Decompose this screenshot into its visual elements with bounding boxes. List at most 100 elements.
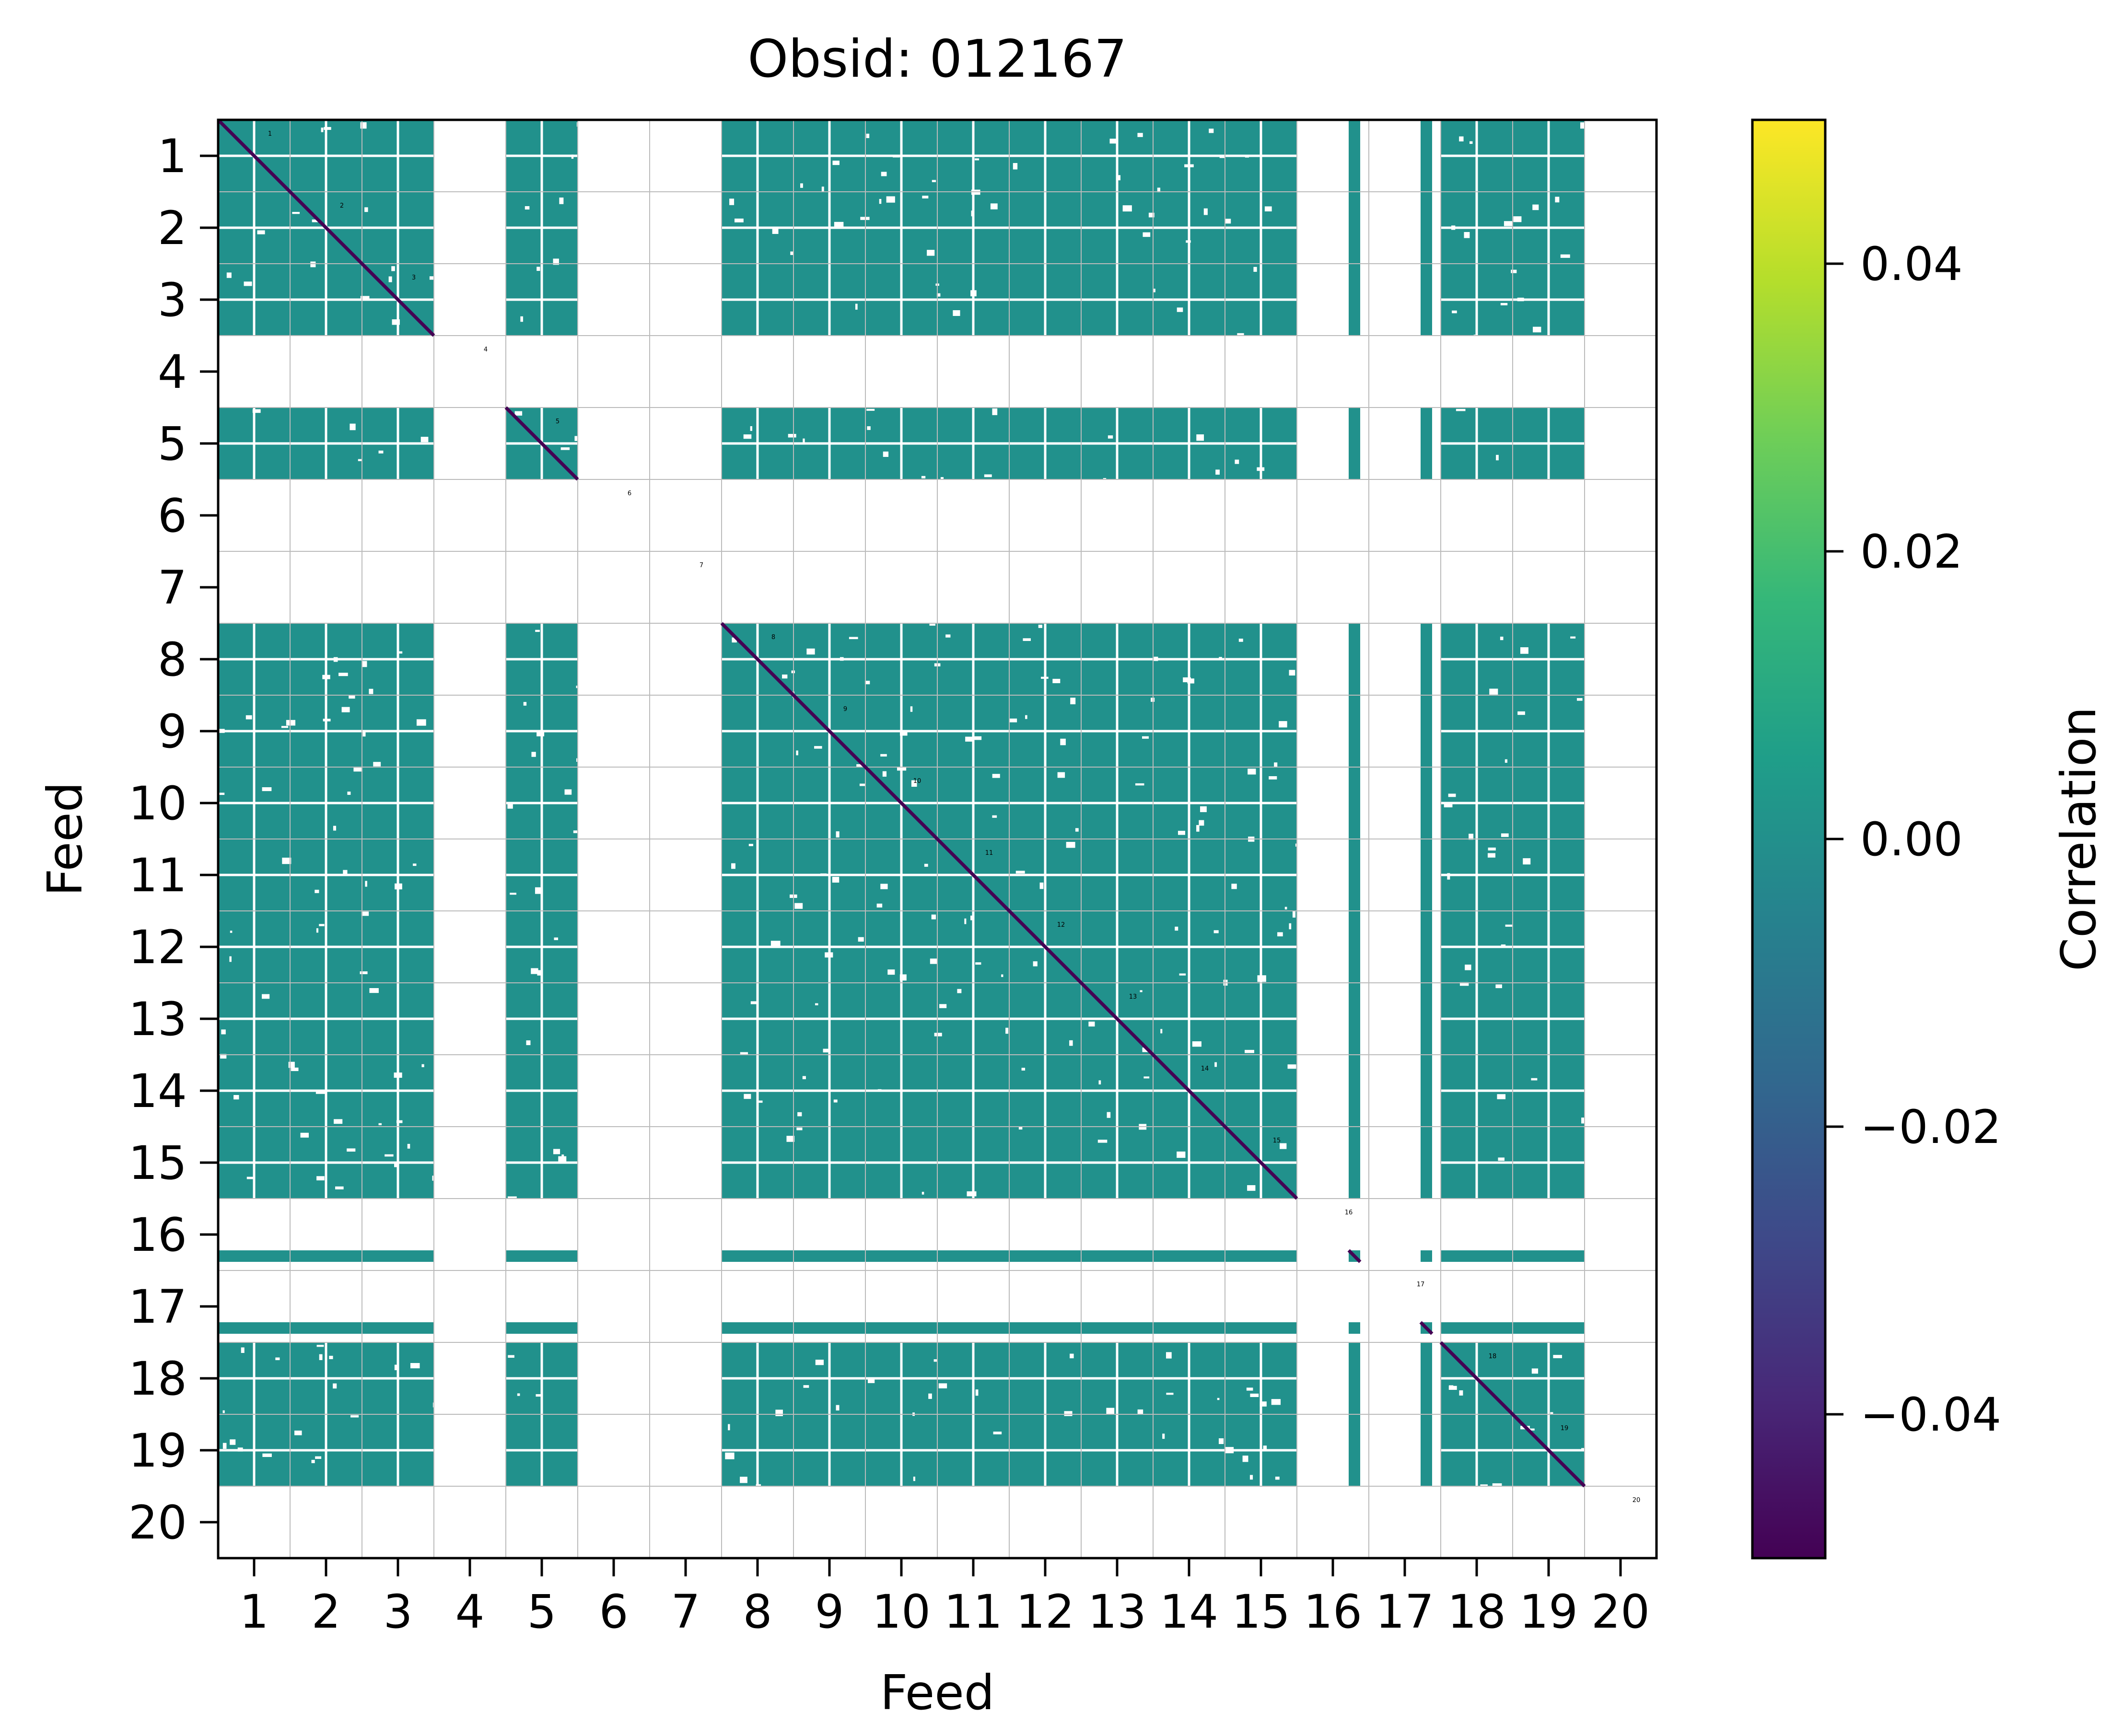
cell-speckle-mark [329, 1355, 333, 1359]
cell-speckle-mark [893, 155, 900, 158]
cell-speckle-mark [1039, 882, 1044, 889]
cell-speckle-mark [1148, 212, 1155, 218]
cell-speckle-mark [1153, 289, 1155, 292]
cell-speckle-mark [536, 1394, 543, 1397]
cell-speckle-mark [362, 661, 367, 667]
cell-speckle-mark [1219, 155, 1225, 158]
x-tick-label: 13 [1088, 1585, 1146, 1639]
cell-speckle-mark [294, 1430, 302, 1435]
cell-speckle-mark [964, 918, 967, 924]
cell-speckle-mark [388, 276, 392, 282]
heatmap-cell [1009, 1322, 1081, 1334]
cell-speckle-mark [1248, 769, 1256, 775]
cell-speckle-mark [1501, 833, 1509, 837]
heatmap-cell [1421, 192, 1432, 264]
cell-speckle-mark [732, 637, 737, 643]
cell-speckle-mark [407, 1143, 410, 1149]
cell-speckle-mark [924, 863, 928, 867]
cell-speckle-mark [1513, 216, 1522, 222]
y-tick-label: 20 [128, 1496, 187, 1550]
cell-speckle-mark [531, 752, 536, 757]
cell-speckle-mark [1459, 982, 1469, 986]
cell-speckle-mark [899, 731, 908, 736]
cell-speckle-mark [531, 968, 538, 974]
heatmap-cell [1421, 623, 1432, 695]
cell-speckle-mark [775, 1410, 783, 1416]
diagonal-feed-label: 3 [412, 274, 416, 281]
cell-speckle-mark [790, 251, 793, 255]
cell-speckle-mark [333, 657, 338, 662]
cell-speckle-mark [1448, 1386, 1457, 1390]
cell-speckle-mark [725, 1452, 735, 1459]
cell-speckle-mark [1140, 990, 1143, 992]
cell-speckle-mark [1560, 254, 1570, 258]
heatmap-cell [1421, 839, 1432, 911]
cell-speckle-mark [1500, 303, 1508, 305]
heatmap-cell [1441, 1250, 1513, 1262]
cell-speckle-mark [1581, 1448, 1585, 1451]
cell-speckle-mark [353, 768, 363, 772]
cell-speckle-mark [507, 803, 513, 809]
heatmap-cell [937, 1322, 1009, 1334]
cell-speckle-mark [1279, 721, 1287, 728]
cell-speckle-mark [882, 771, 887, 777]
x-tick-label: 17 [1376, 1585, 1434, 1639]
cell-speckle-mark [262, 787, 272, 792]
heatmap-cell [1441, 1322, 1513, 1334]
cell-speckle-mark [1295, 843, 1303, 847]
x-tick-label: 3 [383, 1585, 412, 1639]
cell-speckle-mark [1264, 206, 1272, 211]
y-tick-label: 4 [158, 345, 187, 399]
cell-speckle-mark [1517, 297, 1524, 302]
cell-speckle-mark [1157, 187, 1161, 193]
cell-speckle-mark [1060, 738, 1066, 746]
heatmap-cell [1421, 695, 1432, 767]
cell-speckle-mark [1533, 326, 1541, 333]
cell-speckle-mark [886, 196, 895, 203]
cell-speckle-mark [1501, 944, 1506, 947]
cell-speckle-mark [1122, 205, 1132, 212]
cell-speckle-mark [772, 227, 779, 234]
diagonal-feed-label: 18 [1489, 1353, 1497, 1360]
cell-speckle-mark [965, 736, 975, 742]
cell-speckle-mark [323, 719, 331, 722]
cell-speckle-mark [794, 903, 803, 909]
cell-speckle-mark [536, 730, 545, 736]
cell-speckle-mark [728, 1424, 730, 1431]
feed-grid-lines [218, 120, 1656, 1558]
cell-speckle-mark [1143, 232, 1151, 237]
cell-speckle-mark [362, 730, 366, 737]
cell-speckle-mark [1284, 907, 1287, 909]
chart-title: Obsid: 012167 [747, 29, 1127, 89]
cell-speckle-mark [927, 250, 935, 256]
cell-speckle-mark [554, 937, 559, 940]
cell-speckle-mark [360, 296, 370, 301]
cell-speckle-mark [1505, 924, 1513, 927]
cell-speckle-mark [931, 914, 936, 920]
cell-speckle-mark [413, 863, 417, 866]
y-tick-label: 7 [158, 561, 187, 615]
cell-speckle-mark [360, 122, 367, 129]
diagonal-line [361, 262, 435, 337]
cell-speckle-mark [868, 1377, 875, 1383]
cell-speckle-mark [1245, 1049, 1254, 1053]
cell-speckle-mark [934, 1033, 942, 1037]
cell-speckle-mark [1199, 820, 1204, 826]
cell-speckle-mark [252, 409, 261, 413]
cell-speckle-mark [1488, 847, 1496, 851]
cell-speckle-mark [879, 198, 882, 204]
cell-speckle-mark [930, 958, 937, 964]
diagonal-feed-label: 10 [913, 778, 921, 785]
colorbar-label: Correlation [2051, 707, 2107, 971]
heatmap-cell [1349, 1414, 1360, 1486]
heatmap-cell [1349, 983, 1360, 1055]
cell-speckle-mark [975, 962, 981, 965]
x-tick-label: 7 [671, 1585, 700, 1639]
cell-speckle-mark [1275, 1476, 1280, 1480]
cell-speckle-mark [1075, 828, 1079, 832]
cell-speckle-mark [222, 1443, 227, 1449]
cell-speckle-mark [814, 746, 822, 749]
cell-speckle-mark [1246, 1387, 1253, 1391]
diagonal-feed-label: 13 [1129, 993, 1137, 1001]
cell-speckle-mark [1064, 1411, 1073, 1416]
